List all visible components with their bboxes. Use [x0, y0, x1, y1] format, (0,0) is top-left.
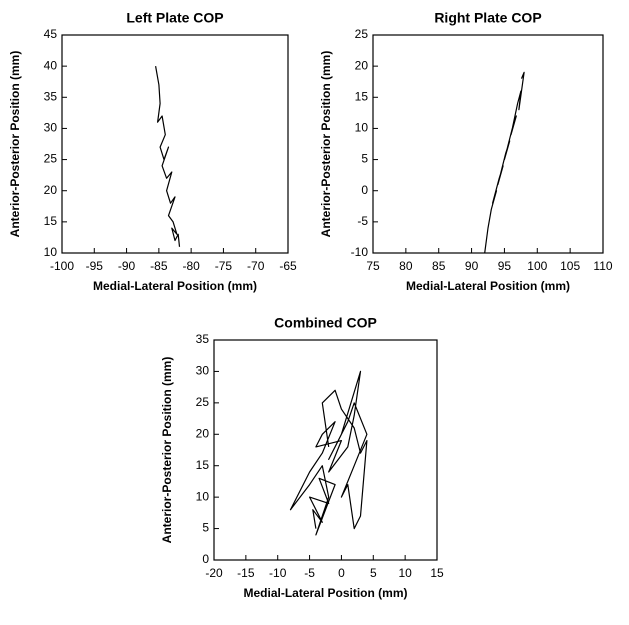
x-tick-label: 75	[366, 259, 380, 273]
y-tick-label: 10	[355, 121, 369, 135]
y-tick-label: 25	[44, 152, 58, 166]
y-tick-label: -10	[351, 245, 369, 259]
x-axis-label: Medial-Lateral Position (mm)	[406, 279, 570, 293]
y-tick-label: 30	[196, 364, 210, 378]
x-tick-label: 15	[430, 566, 444, 580]
y-tick-label: 45	[44, 27, 58, 41]
trajectory	[484, 71, 525, 254]
y-tick-label: 35	[196, 332, 210, 346]
x-tick-label: -5	[304, 566, 315, 580]
x-tick-label: 5	[370, 566, 377, 580]
plot-frame	[372, 34, 604, 254]
x-tick-label: 10	[398, 566, 412, 580]
x-tick-label: -85	[150, 259, 168, 273]
y-tick-label: 35	[44, 89, 58, 103]
x-tick-label: -90	[118, 259, 136, 273]
x-tick-label: -10	[269, 566, 287, 580]
x-axis-label: Medial-Lateral Position (mm)	[243, 586, 407, 600]
x-tick-label: -15	[237, 566, 255, 580]
chart-title: Left Plate COP	[126, 10, 223, 26]
plot-frame	[61, 34, 289, 254]
x-axis-label: Medial-Lateral Position (mm)	[93, 279, 257, 293]
x-tick-label: 85	[432, 259, 446, 273]
x-tick-label: -65	[279, 259, 297, 273]
y-tick-label: 15	[196, 458, 210, 472]
x-tick-label: 95	[498, 259, 512, 273]
x-tick-label: 80	[399, 259, 413, 273]
x-tick-label: 90	[465, 259, 479, 273]
y-tick-label: 15	[355, 89, 369, 103]
plot-frame	[213, 339, 438, 561]
y-axis-label: Anterior-Posterior Position (mm)	[8, 51, 22, 238]
chart-title: Right Plate COP	[434, 10, 541, 26]
y-tick-label: 30	[44, 121, 58, 135]
y-tick-label: 0	[202, 552, 209, 566]
y-tick-label: 15	[44, 214, 58, 228]
trajectory	[155, 65, 181, 247]
x-tick-label: 105	[560, 259, 580, 273]
y-tick-label: 10	[196, 489, 210, 503]
y-axis-label: Anterior-Posterior Position (mm)	[319, 51, 333, 238]
x-tick-label: -100	[50, 259, 74, 273]
y-tick-label: 40	[44, 58, 58, 72]
y-axis-label: Anterior-Posterior Position (mm)	[160, 357, 174, 544]
x-tick-label: 110	[593, 259, 612, 273]
x-tick-label: -80	[182, 259, 200, 273]
trajectory	[289, 370, 368, 536]
y-tick-label: 25	[355, 27, 369, 41]
y-tick-label: 10	[44, 245, 58, 259]
x-tick-label: -95	[86, 259, 104, 273]
y-tick-label: 20	[355, 58, 369, 72]
y-tick-label: -5	[357, 214, 368, 228]
y-tick-label: 20	[44, 183, 58, 197]
x-tick-label: 100	[527, 259, 547, 273]
x-tick-label: 0	[338, 566, 345, 580]
chart-title: Combined COP	[274, 315, 377, 331]
x-tick-label: -75	[215, 259, 233, 273]
y-tick-label: 0	[361, 183, 368, 197]
y-tick-label: 5	[202, 521, 209, 535]
y-tick-label: 20	[196, 426, 210, 440]
y-tick-label: 25	[196, 395, 210, 409]
x-tick-label: -20	[205, 566, 223, 580]
y-tick-label: 5	[361, 152, 368, 166]
x-tick-label: -70	[247, 259, 265, 273]
